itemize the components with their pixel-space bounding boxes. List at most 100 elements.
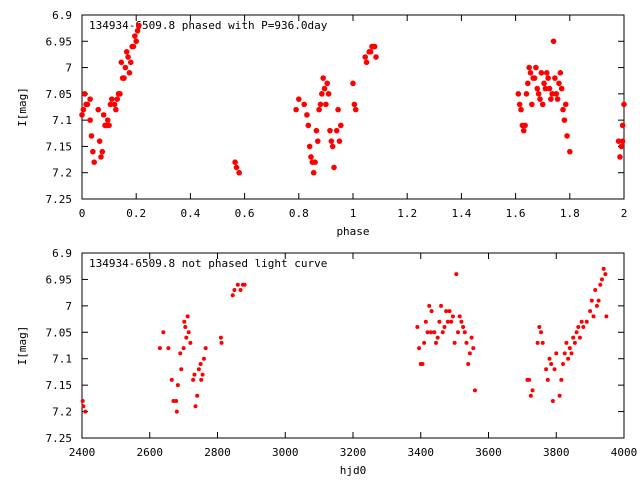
data-point	[305, 122, 312, 129]
data-point	[535, 340, 540, 345]
data-point	[601, 266, 606, 271]
data-point	[552, 75, 558, 81]
data-point	[126, 70, 133, 76]
data-point	[118, 59, 125, 66]
data-point	[350, 80, 356, 87]
data-point	[106, 122, 112, 129]
x-tick-label: 0	[79, 207, 86, 220]
data-point	[90, 148, 96, 155]
data-point	[619, 138, 626, 144]
data-point	[184, 335, 189, 340]
data-point	[362, 54, 368, 60]
data-point	[114, 96, 121, 102]
data-point	[329, 143, 336, 150]
data-point	[242, 282, 247, 287]
data-point	[545, 75, 551, 81]
data-point	[133, 38, 139, 45]
data-point	[435, 335, 440, 340]
data-point	[308, 154, 314, 160]
data-point	[569, 351, 574, 356]
data-point	[314, 138, 321, 144]
data-point	[199, 377, 204, 382]
data-point	[588, 309, 593, 314]
data-point	[123, 49, 130, 55]
x-tick-label: 3200	[340, 446, 367, 459]
data-point	[546, 85, 553, 92]
data-point	[327, 127, 333, 134]
data-point	[174, 399, 179, 403]
unphased-light-curve-panel: 2400 2600 2800 3000 3200 3400 3600 3800 4000 6.9 6…	[16, 247, 637, 477]
data-point	[599, 277, 604, 282]
data-point	[83, 409, 88, 414]
data-point	[572, 340, 577, 345]
x-tick-label: 1.6	[506, 207, 526, 220]
x-tick-label: 3600	[475, 446, 502, 459]
data-point	[352, 106, 359, 113]
data-point	[598, 282, 603, 287]
data-point	[533, 64, 539, 71]
x-tick-label: 1.8	[560, 207, 580, 220]
data-point	[617, 154, 623, 160]
data-point	[428, 330, 433, 335]
data-point	[192, 372, 197, 377]
y-axis-label: I[mag]	[16, 326, 29, 366]
data-point	[233, 164, 240, 171]
data-point	[127, 59, 134, 66]
data-point	[323, 101, 329, 108]
x-tick-label: 3400	[408, 446, 435, 459]
data-point	[445, 319, 450, 324]
data-point	[420, 362, 425, 366]
data-point	[621, 101, 627, 108]
data-point	[554, 351, 559, 356]
data-point	[589, 298, 594, 303]
data-point	[238, 288, 243, 292]
data-point	[201, 356, 206, 361]
data-point	[203, 346, 208, 351]
data-point	[174, 409, 179, 414]
x-tick-label: 2600	[137, 446, 164, 459]
data-point	[552, 367, 557, 372]
data-point	[415, 325, 420, 329]
data-point	[429, 309, 434, 314]
data-point	[417, 346, 422, 351]
data-point	[539, 101, 546, 108]
data-point	[185, 314, 190, 319]
data-point	[99, 148, 106, 155]
data-point	[91, 159, 97, 165]
data-point	[444, 309, 449, 314]
x-axis-label: phase	[336, 225, 369, 238]
data-point	[584, 319, 589, 324]
data-point	[547, 356, 552, 361]
data-point	[540, 340, 545, 345]
data-point	[526, 64, 532, 71]
data-point	[310, 169, 317, 176]
data-point	[178, 351, 183, 356]
data-points-group	[80, 266, 609, 414]
data-point	[594, 303, 599, 308]
y-tick-label: 7.05	[46, 88, 73, 101]
data-point	[95, 106, 102, 113]
x-tick-label: 1.4	[451, 207, 471, 220]
x-tick-label: 2400	[69, 446, 96, 459]
data-point	[548, 96, 554, 102]
data-point	[559, 377, 564, 382]
x-tick-label: 0.6	[235, 207, 255, 220]
data-point	[100, 112, 107, 118]
data-point	[87, 117, 93, 123]
data-point	[515, 91, 522, 97]
data-point	[166, 346, 171, 351]
data-point	[296, 96, 302, 102]
data-point	[442, 325, 447, 329]
data-point	[619, 122, 626, 129]
data-point	[425, 330, 430, 335]
data-point	[461, 325, 466, 329]
data-point	[549, 91, 555, 97]
data-point	[452, 340, 457, 345]
data-point	[136, 22, 142, 29]
data-point	[562, 351, 567, 356]
x-tick-label: 0.4	[180, 207, 200, 220]
data-point	[615, 138, 622, 144]
x-tick-label: 1.2	[397, 207, 417, 220]
data-point	[313, 127, 320, 134]
